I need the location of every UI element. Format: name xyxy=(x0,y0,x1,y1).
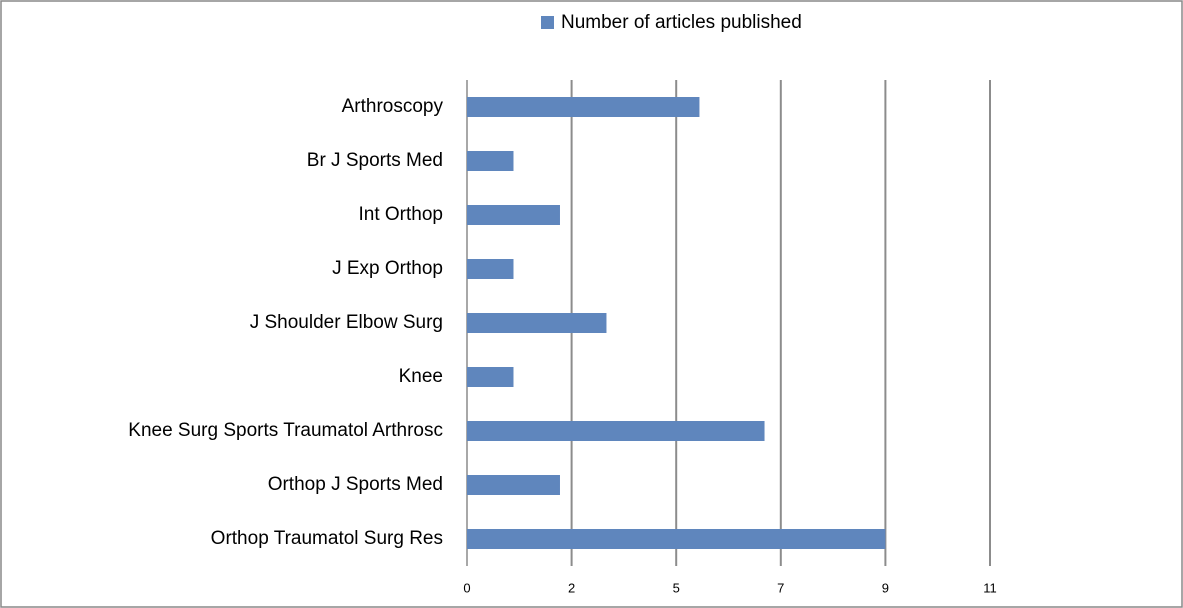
y-tick-label: Knee xyxy=(399,366,443,387)
bar xyxy=(467,205,560,225)
bar xyxy=(467,529,886,549)
x-tick-label: 0 xyxy=(463,580,470,595)
x-tick-label: 11 xyxy=(983,580,997,595)
bar xyxy=(467,97,700,117)
legend-swatch xyxy=(541,16,554,29)
y-tick-label: Orthop J Sports Med xyxy=(268,474,443,495)
y-tick-label: Knee Surg Sports Traumatol Arthrosc xyxy=(128,420,443,441)
y-tick-label: Arthroscopy xyxy=(342,96,444,117)
x-tick-label: 7 xyxy=(777,580,784,595)
x-tick-label: 5 xyxy=(673,580,680,595)
x-tick-label: 2 xyxy=(568,580,575,595)
bar xyxy=(467,259,514,279)
y-tick-label: J Exp Orthop xyxy=(332,258,443,279)
bar xyxy=(467,475,560,495)
y-tick-label: Int Orthop xyxy=(359,204,444,225)
bar xyxy=(467,313,607,333)
y-tick-label: J Shoulder Elbow Surg xyxy=(250,312,443,333)
x-tick-label: 9 xyxy=(882,580,889,595)
bar xyxy=(467,151,514,171)
bar xyxy=(467,367,514,387)
y-tick-label: Br J Sports Med xyxy=(307,150,443,171)
bar xyxy=(467,421,765,441)
y-tick-label: Orthop Traumatol Surg Res xyxy=(211,528,443,549)
legend-label: Number of articles published xyxy=(561,12,802,33)
